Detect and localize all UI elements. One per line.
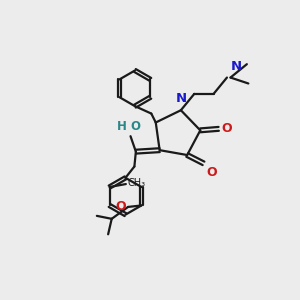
Text: CH₃: CH₃ [127,178,146,188]
Text: O: O [222,122,232,135]
Text: O: O [206,166,217,179]
Text: N: N [230,60,242,73]
Text: O: O [116,200,126,213]
Text: O: O [130,120,140,133]
Text: N: N [175,92,186,105]
Text: H: H [117,120,127,133]
